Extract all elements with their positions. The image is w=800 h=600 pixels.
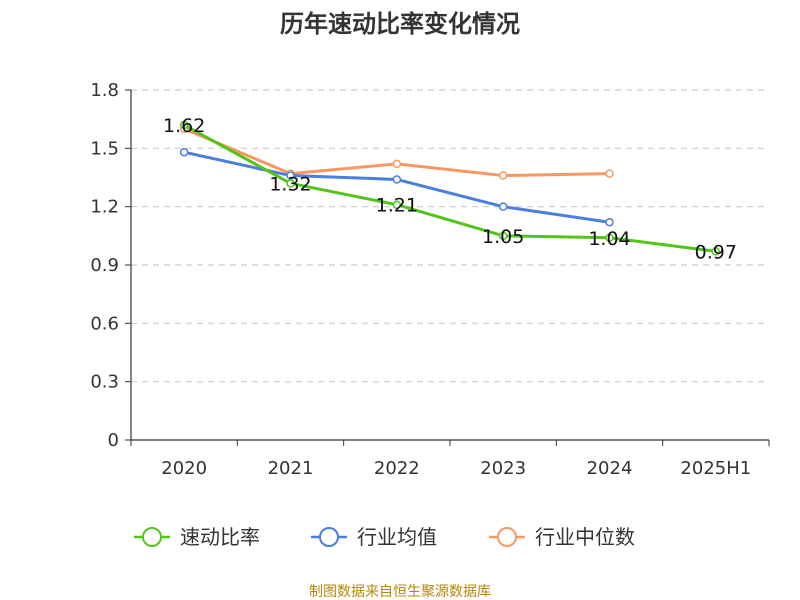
data-point[interactable] bbox=[605, 217, 614, 227]
axes: 0 0.3 0.6 0.9 1.2 1.5 1.8 2020 2021 2022 2023 2024 2… bbox=[90, 80, 770, 479]
data-point[interactable] bbox=[392, 159, 402, 169]
legend-marker bbox=[497, 527, 517, 547]
data-point[interactable] bbox=[179, 147, 189, 157]
data-point[interactable] bbox=[711, 247, 721, 256]
y-tick-label: 0.3 bbox=[90, 372, 119, 393]
grid-lines bbox=[131, 89, 769, 383]
legend-label: 行业中位数 bbox=[535, 525, 635, 549]
data-point[interactable] bbox=[392, 175, 402, 184]
legend-item-2[interactable]: 行业中位数 bbox=[489, 525, 635, 549]
series-line-2 bbox=[182, 127, 611, 178]
legend-marker bbox=[319, 527, 339, 547]
data-point[interactable] bbox=[498, 171, 508, 180]
data-label: 1.62 bbox=[163, 115, 205, 137]
legend-item-0[interactable]: 速动比率 bbox=[134, 525, 260, 549]
data-point[interactable] bbox=[605, 233, 614, 243]
y-tick-label: 0.6 bbox=[90, 313, 119, 334]
legend[interactable]: 速动比率 行业均值 行业中位数 bbox=[134, 525, 635, 549]
data-label: 1.32 bbox=[269, 173, 311, 195]
legend-label: 速动比率 bbox=[180, 525, 260, 549]
data-labels: 1.62 1.32 1.21 1.05 1.04 0.97 bbox=[163, 115, 737, 263]
x-tick-label: 2020 bbox=[161, 458, 207, 479]
series-line-0 bbox=[182, 123, 718, 253]
legend-marker bbox=[142, 527, 162, 547]
y-tick-label: 0.9 bbox=[90, 255, 119, 276]
legend-item-1[interactable]: 行业均值 bbox=[311, 525, 437, 549]
data-point[interactable] bbox=[605, 169, 614, 178]
data-point[interactable] bbox=[286, 171, 295, 180]
data-point[interactable] bbox=[498, 202, 508, 211]
data-point[interactable] bbox=[179, 120, 189, 130]
chart-title: 历年速动比率变化情况 bbox=[280, 10, 520, 38]
x-tick-label: 2021 bbox=[268, 458, 314, 479]
x-tick-label: 2025H1 bbox=[680, 458, 751, 479]
y-tick-label: 1.5 bbox=[90, 138, 119, 159]
y-tick-label: 0 bbox=[108, 430, 119, 451]
source-note: 制图数据来自恒生聚源数据库 bbox=[309, 584, 491, 600]
data-point[interactable] bbox=[498, 231, 508, 241]
data-label: 0.97 bbox=[695, 241, 737, 263]
data-label: 1.21 bbox=[376, 195, 418, 217]
y-tick-label: 1.2 bbox=[90, 197, 119, 218]
x-tick-label: 2023 bbox=[480, 458, 526, 479]
series-lines bbox=[179, 120, 721, 256]
data-point[interactable] bbox=[286, 179, 295, 188]
data-point[interactable] bbox=[392, 200, 402, 209]
data-label: 1.04 bbox=[588, 228, 630, 250]
x-tick-label: 2024 bbox=[587, 458, 633, 479]
data-label: 1.05 bbox=[482, 226, 524, 248]
x-tick-label: 2022 bbox=[374, 458, 420, 479]
legend-label: 行业均值 bbox=[357, 525, 437, 549]
y-tick-label: 1.8 bbox=[90, 80, 119, 101]
